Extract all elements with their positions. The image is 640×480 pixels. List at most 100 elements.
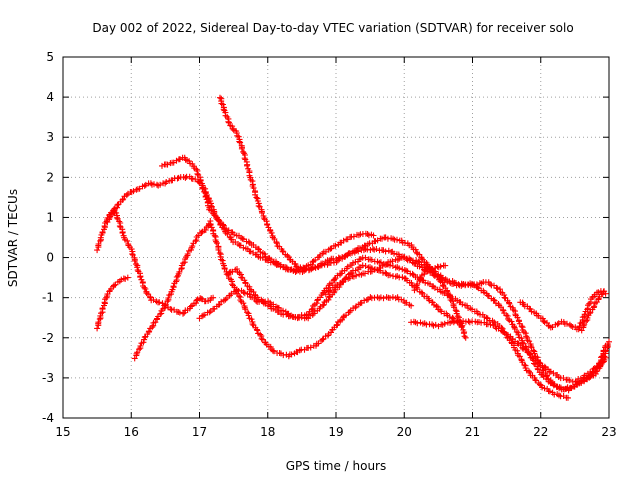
series-track-6 [217,94,609,393]
data-point [505,315,512,322]
data-point [202,227,209,233]
data-point [250,184,257,191]
data-point [601,353,608,360]
data-point [490,296,497,303]
data-point [432,321,439,328]
data-point [163,179,170,185]
data-point [197,174,203,181]
data-point [334,272,341,279]
data-point [518,323,525,330]
data-point [245,312,252,319]
data-point [340,237,347,244]
data-point [416,263,423,270]
data-point [487,321,494,328]
data-point [210,294,217,301]
y-tick-label: -2 [42,331,54,345]
data-point [253,194,260,201]
data-point [349,250,355,257]
data-point [177,156,183,163]
data-point [151,181,157,188]
y-tick-label: 3 [46,130,54,144]
data-point [238,274,245,281]
data-point [595,289,602,296]
data-point [214,240,220,247]
data-point [114,201,121,208]
data-point [94,247,101,254]
data-point [215,301,222,308]
series-track-2 [94,274,131,332]
data-point [392,273,399,280]
data-point [257,249,264,255]
data-point [255,245,262,252]
data-point [461,333,468,340]
data-point [252,191,259,198]
data-point [239,235,246,242]
data-point [391,250,397,257]
data-point [159,162,165,169]
data-point [194,170,201,177]
data-point [361,297,368,304]
data-point [244,162,250,169]
data-point [308,306,315,313]
data-point [581,321,588,328]
data-point [95,241,102,247]
data-point [273,240,280,247]
data-point [414,281,421,288]
data-point [319,302,326,309]
data-point [236,138,243,145]
data-point [444,278,451,285]
data-point [149,324,156,331]
data-point [288,351,295,358]
x-tick-label: 18 [260,425,275,439]
data-point [187,303,194,310]
data-point [408,302,415,309]
data-point [326,287,332,294]
data-point [244,309,251,316]
y-tick-label: 1 [46,210,54,224]
data-point [446,313,453,320]
data-point [271,348,277,355]
data-point [564,320,570,327]
data-point [481,289,488,296]
data-point [259,209,265,216]
data-point [353,272,359,279]
data-point [602,348,609,355]
data-point [208,202,214,209]
data-point [193,297,200,304]
data-point [229,281,236,288]
data-point [331,259,337,266]
data-point [134,349,141,356]
data-point [141,334,148,341]
data-point [213,215,220,221]
data-point [359,262,366,269]
data-point [249,321,256,327]
data-point [124,274,131,281]
data-point [491,297,498,304]
data-point [508,318,515,325]
data-point [459,301,466,308]
data-point [398,254,405,261]
data-point [134,267,141,274]
data-point [442,262,449,269]
series-track-3 [104,173,377,275]
data-point [602,347,609,354]
series-track-13 [578,288,607,334]
data-point [94,325,101,332]
data-point [417,274,424,281]
data-point [363,297,370,303]
data-point [303,265,310,272]
series-track-5 [131,218,415,362]
x-tick-label: 19 [328,425,343,439]
y-tick-label: -4 [42,411,54,425]
data-point [384,235,391,242]
data-point [279,248,286,254]
data-point [156,299,163,306]
data-point [226,119,232,126]
data-point [550,382,557,389]
data-point [462,334,469,341]
x-tick-label: 22 [533,425,548,439]
data-point [198,229,205,236]
data-point [377,294,384,301]
data-point [235,133,242,140]
data-point [255,202,262,209]
